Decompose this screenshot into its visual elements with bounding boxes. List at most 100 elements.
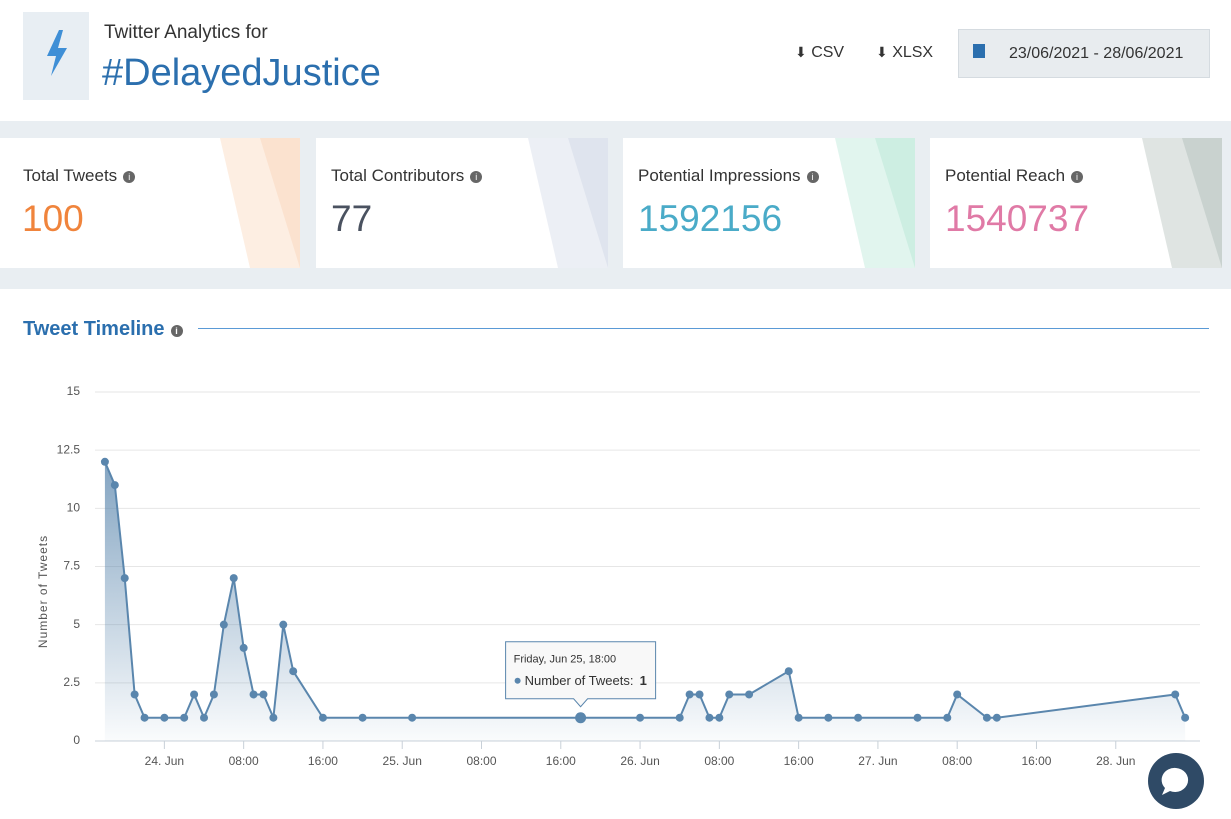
point	[279, 620, 288, 629]
section-title: Tweet Timeline i	[23, 318, 183, 341]
info-icon[interactable]: i	[470, 171, 483, 183]
stat-label-text: Potential Impressions	[638, 166, 801, 185]
point	[209, 690, 218, 699]
y-tick-label: 12.5	[57, 442, 81, 456]
card-decoration	[835, 138, 915, 268]
point	[289, 667, 298, 676]
point	[784, 667, 793, 676]
info-icon[interactable]: i	[806, 171, 819, 183]
point	[229, 574, 238, 583]
y-axis-label: Number of Tweets	[36, 535, 50, 648]
date-picker[interactable]: 23/06/2021 - 28/06/2021	[958, 29, 1210, 78]
info-icon[interactable]: i	[123, 171, 136, 183]
x-tick-label: 16:00	[546, 754, 576, 768]
calendar-icon	[973, 44, 985, 58]
point	[100, 457, 109, 466]
stat-label: Total Contributors i	[331, 166, 483, 186]
x-tick-label: 16:00	[308, 754, 338, 768]
stats-strip: Total Tweets i 100 Total Contributors i 77 Pot…	[0, 121, 1231, 289]
xlsx-button[interactable]: ⬇ XLSX	[876, 44, 934, 61]
section-title-text: Tweet Timeline	[23, 318, 165, 340]
y-tick-label: 7.5	[63, 559, 80, 573]
point	[685, 690, 694, 699]
point	[1171, 690, 1180, 699]
x-tick-label: 08:00	[466, 754, 496, 768]
stat-label: Total Tweets i	[23, 166, 136, 186]
x-tick-label: 16:00	[784, 754, 814, 768]
x-tick-label: 28. Jun	[1096, 754, 1135, 768]
hashtag-title: #DelayedJustice	[102, 52, 381, 94]
x-tick-label: 08:00	[942, 754, 972, 768]
point	[992, 713, 1001, 722]
point	[636, 713, 645, 722]
stat-value: 77	[331, 198, 373, 239]
point	[982, 713, 991, 722]
logo-icon	[47, 30, 67, 76]
point	[695, 690, 704, 699]
point	[854, 713, 863, 722]
x-tick-label: 16:00	[1021, 754, 1051, 768]
point	[1181, 713, 1190, 722]
stat-value: 1540737	[945, 198, 1090, 239]
point	[675, 713, 684, 722]
xlsx-label[interactable]: XLSX	[892, 44, 934, 61]
x-tick-label: 25. Jun	[383, 754, 422, 768]
point	[725, 690, 734, 699]
stat-label-text: Total Contributors	[331, 166, 465, 185]
subtitle: Twitter Analytics for	[104, 22, 268, 43]
stat-card: Potential Reach i 1540737	[930, 138, 1222, 268]
y-tick-label: 2.5	[63, 675, 80, 689]
point	[160, 713, 169, 722]
point	[269, 713, 278, 722]
area	[104, 461, 1186, 741]
point	[190, 690, 199, 699]
point	[110, 481, 119, 490]
y-tick-label: 15	[67, 384, 81, 398]
stat-label: Potential Impressions i	[638, 166, 819, 186]
tooltip-box	[505, 641, 657, 708]
tooltip-value: 1	[640, 673, 647, 688]
stat-label-text: Total Tweets	[23, 166, 118, 185]
info-icon[interactable]: i	[1071, 171, 1084, 183]
point	[913, 713, 922, 722]
point	[249, 690, 258, 699]
tooltip-label: Number of Tweets:	[525, 673, 634, 688]
point	[120, 574, 129, 583]
point	[943, 713, 952, 722]
csv-button[interactable]: ⬇ CSV	[795, 44, 845, 61]
point	[200, 713, 209, 722]
date-range[interactable]: 23/06/2021 - 28/06/2021	[1009, 45, 1184, 62]
point	[180, 713, 189, 722]
chat-icon	[1161, 767, 1189, 795]
point	[358, 713, 367, 722]
x-tick-label: 08:00	[229, 754, 259, 768]
x-tick-label: 08:00	[704, 754, 734, 768]
stat-value: 100	[22, 198, 84, 239]
point	[575, 712, 587, 724]
point	[745, 690, 754, 699]
point	[140, 713, 149, 722]
point	[259, 690, 268, 699]
stat-card: Total Contributors i 77	[316, 138, 608, 268]
point	[824, 713, 833, 722]
card-decoration	[1142, 138, 1222, 268]
point	[715, 713, 724, 722]
x-tick-label: 27. Jun	[858, 754, 897, 768]
x-tick-label: 26. Jun	[620, 754, 659, 768]
stat-label: Potential Reach i	[945, 166, 1084, 186]
point	[705, 713, 714, 722]
point	[130, 690, 139, 699]
point	[953, 690, 962, 699]
point	[318, 713, 327, 722]
point	[239, 643, 248, 652]
csv-label[interactable]: CSV	[811, 44, 845, 61]
logo	[23, 12, 89, 100]
stat-card: Total Tweets i 100	[0, 138, 300, 268]
section-rule	[198, 328, 1209, 329]
x-tick-label: 24. Jun	[145, 754, 184, 768]
stat-card: Potential Impressions i 1592156	[623, 138, 915, 268]
card-decoration	[220, 138, 300, 268]
point	[219, 620, 228, 629]
